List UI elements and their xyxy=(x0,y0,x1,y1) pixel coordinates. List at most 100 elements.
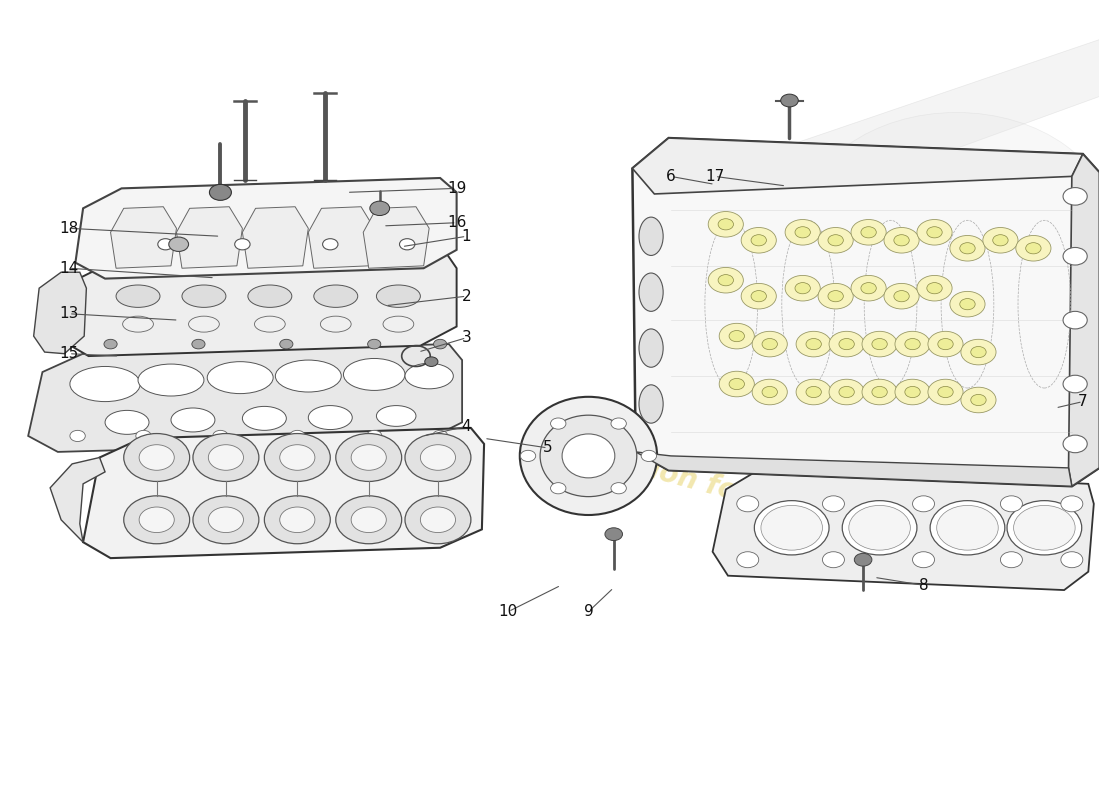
Text: 13: 13 xyxy=(59,306,78,322)
Circle shape xyxy=(1000,552,1022,568)
Ellipse shape xyxy=(182,285,225,307)
Circle shape xyxy=(741,283,777,309)
Circle shape xyxy=(1063,247,1087,265)
Ellipse shape xyxy=(275,360,341,392)
Circle shape xyxy=(279,445,315,470)
Circle shape xyxy=(1013,506,1075,550)
Circle shape xyxy=(708,211,744,237)
Text: 5: 5 xyxy=(543,441,552,455)
Circle shape xyxy=(751,234,767,246)
Circle shape xyxy=(550,482,565,494)
Circle shape xyxy=(1063,435,1087,453)
Circle shape xyxy=(828,290,844,302)
Circle shape xyxy=(1015,235,1050,261)
Circle shape xyxy=(405,434,471,482)
Circle shape xyxy=(432,430,448,442)
Circle shape xyxy=(862,379,898,405)
Circle shape xyxy=(209,184,231,200)
Ellipse shape xyxy=(376,406,416,426)
Circle shape xyxy=(905,386,921,398)
Circle shape xyxy=(928,331,964,357)
Circle shape xyxy=(839,386,855,398)
Ellipse shape xyxy=(106,410,148,434)
Ellipse shape xyxy=(122,316,153,332)
Ellipse shape xyxy=(116,285,160,307)
Circle shape xyxy=(139,445,174,470)
Polygon shape xyxy=(363,206,429,268)
Circle shape xyxy=(157,238,173,250)
Circle shape xyxy=(761,506,823,550)
Polygon shape xyxy=(76,178,456,278)
Ellipse shape xyxy=(70,366,140,402)
Circle shape xyxy=(905,338,921,350)
Polygon shape xyxy=(29,344,462,452)
Circle shape xyxy=(961,339,996,365)
Polygon shape xyxy=(632,138,1082,194)
Circle shape xyxy=(917,275,953,301)
Circle shape xyxy=(520,450,536,462)
Polygon shape xyxy=(242,206,308,268)
Circle shape xyxy=(741,227,777,253)
Circle shape xyxy=(751,290,767,302)
Polygon shape xyxy=(111,206,176,268)
Circle shape xyxy=(208,445,243,470)
Circle shape xyxy=(610,418,626,429)
Circle shape xyxy=(425,357,438,366)
Circle shape xyxy=(928,379,964,405)
Circle shape xyxy=(1063,187,1087,205)
Circle shape xyxy=(829,331,865,357)
Circle shape xyxy=(992,234,1008,246)
Circle shape xyxy=(641,450,657,462)
Text: 6: 6 xyxy=(666,169,675,184)
Circle shape xyxy=(719,371,755,397)
Text: 8: 8 xyxy=(918,578,928,593)
Circle shape xyxy=(895,331,931,357)
Circle shape xyxy=(913,552,935,568)
Circle shape xyxy=(796,331,832,357)
Circle shape xyxy=(795,226,811,238)
Circle shape xyxy=(322,238,338,250)
Circle shape xyxy=(433,339,447,349)
Polygon shape xyxy=(308,206,374,268)
Text: 2: 2 xyxy=(462,289,471,304)
Circle shape xyxy=(937,506,998,550)
Ellipse shape xyxy=(639,273,663,311)
Circle shape xyxy=(762,338,778,350)
Circle shape xyxy=(399,238,415,250)
Circle shape xyxy=(884,283,920,309)
Circle shape xyxy=(861,282,877,294)
Circle shape xyxy=(950,291,986,317)
Circle shape xyxy=(192,496,258,544)
Circle shape xyxy=(123,434,189,482)
Circle shape xyxy=(818,227,854,253)
Circle shape xyxy=(729,330,745,342)
Circle shape xyxy=(960,298,976,310)
Circle shape xyxy=(796,379,832,405)
Ellipse shape xyxy=(248,285,292,307)
Ellipse shape xyxy=(170,408,214,432)
Ellipse shape xyxy=(376,285,420,307)
Ellipse shape xyxy=(343,358,405,390)
Polygon shape xyxy=(1068,154,1099,486)
Circle shape xyxy=(405,496,471,544)
Circle shape xyxy=(70,430,86,442)
Circle shape xyxy=(1000,496,1022,512)
Circle shape xyxy=(336,496,402,544)
Circle shape xyxy=(851,275,887,301)
Circle shape xyxy=(913,496,935,512)
Ellipse shape xyxy=(405,363,453,389)
Circle shape xyxy=(729,378,745,390)
Ellipse shape xyxy=(639,385,663,423)
Ellipse shape xyxy=(383,316,414,332)
Circle shape xyxy=(983,227,1018,253)
Circle shape xyxy=(823,496,845,512)
Circle shape xyxy=(289,430,305,442)
Circle shape xyxy=(961,387,996,413)
Text: 4: 4 xyxy=(462,419,471,434)
Circle shape xyxy=(938,386,954,398)
Polygon shape xyxy=(62,252,456,356)
Ellipse shape xyxy=(308,406,352,430)
Polygon shape xyxy=(713,468,1093,590)
Circle shape xyxy=(927,282,943,294)
Circle shape xyxy=(803,113,1100,336)
